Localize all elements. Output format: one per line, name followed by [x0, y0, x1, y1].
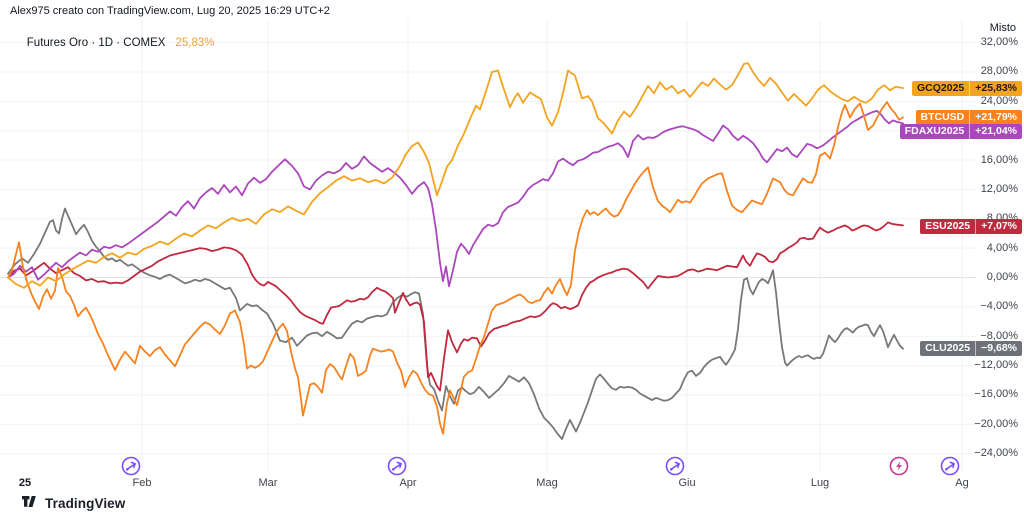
tradingview-logo-icon: [22, 496, 36, 507]
x-tick-label: Giu: [678, 477, 696, 489]
series-price-label-GCQ2025: GCQ2025 +25,83%: [911, 80, 1022, 96]
x-tick-label: 25: [18, 477, 32, 489]
ticker-name: FDAXU2025: [904, 124, 965, 137]
y-tick-label: 32,00%: [980, 36, 1018, 49]
x-tick-label: Apr: [399, 477, 417, 489]
series-price-label-FDAXU2025: FDAXU2025 +21,04%: [899, 123, 1022, 139]
ticker-name: GCQ2025: [916, 81, 965, 94]
series-line-CLU2025: [7, 207, 904, 440]
y-tick-label: 16,00%: [980, 153, 1018, 166]
series-price-label-BTCUSD: BTCUSD +21,79%: [915, 109, 1022, 125]
tradingview-logo-text: TradingView: [45, 496, 126, 511]
y-tick-label: −16,00%: [974, 388, 1018, 401]
attribution-text: Alex975 creato con TradingView.com, Lug …: [10, 5, 330, 17]
ticker-value: −9,68%: [975, 340, 1022, 356]
rollover-arrow-icon[interactable]: [665, 456, 685, 476]
rollover-arrow-icon[interactable]: [121, 456, 141, 476]
x-tick-label: Mar: [258, 477, 278, 489]
tradingview-logo[interactable]: TradingView: [22, 496, 125, 511]
series-price-label-ESU2025: ESU2025 +7,07%: [920, 218, 1022, 234]
y-tick-label: −12,00%: [974, 359, 1018, 372]
ticker-value: +7,07%: [975, 218, 1022, 234]
ticker-name: CLU2025: [925, 341, 971, 354]
y-tick-label: −24,00%: [974, 447, 1018, 460]
y-tick-label: −8,00%: [980, 329, 1018, 342]
y-tick-label: −4,00%: [980, 300, 1018, 313]
series-line-GCQ2025: [7, 62, 904, 289]
ticker-value: +25,83%: [969, 80, 1022, 96]
rollover-arrow-icon[interactable]: [940, 456, 960, 476]
lightning-marker-icon[interactable]: [889, 456, 909, 476]
rollover-arrow-icon[interactable]: [387, 456, 407, 476]
x-tick-label: Lug: [810, 477, 830, 489]
symbol-header: Futures Oro · 1D · COMEX 25,83%: [14, 25, 215, 61]
ticker-name: BTCUSD: [920, 110, 965, 123]
series-price-label-CLU2025: CLU2025 −9,68%: [920, 340, 1022, 356]
symbol-change: 25,83%: [175, 37, 215, 49]
ticker-name: ESU2025: [925, 219, 971, 232]
ticker-value: +21,04%: [969, 123, 1022, 139]
ticker-value: +21,79%: [969, 109, 1022, 125]
y-tick-label: 12,00%: [980, 182, 1018, 195]
x-tick-label: Feb: [132, 477, 152, 489]
x-tick-label: Mag: [536, 477, 558, 489]
x-tick-label: Ag: [955, 477, 969, 489]
y-tick-label: 4,00%: [986, 241, 1018, 254]
series-line-FDAXU2025: [7, 110, 904, 288]
y-tick-label: 24,00%: [980, 94, 1018, 107]
y-tick-label: 0,00%: [986, 271, 1018, 283]
symbol-title[interactable]: Futures Oro · 1D · COMEX: [26, 37, 166, 49]
series-line-ESU2025: [7, 221, 904, 392]
y-tick-label: −20,00%: [974, 417, 1018, 430]
series-line-BTCUSD: [7, 101, 904, 435]
scale-mode-label[interactable]: Misto: [989, 22, 1016, 34]
y-tick-label: 28,00%: [980, 65, 1018, 78]
